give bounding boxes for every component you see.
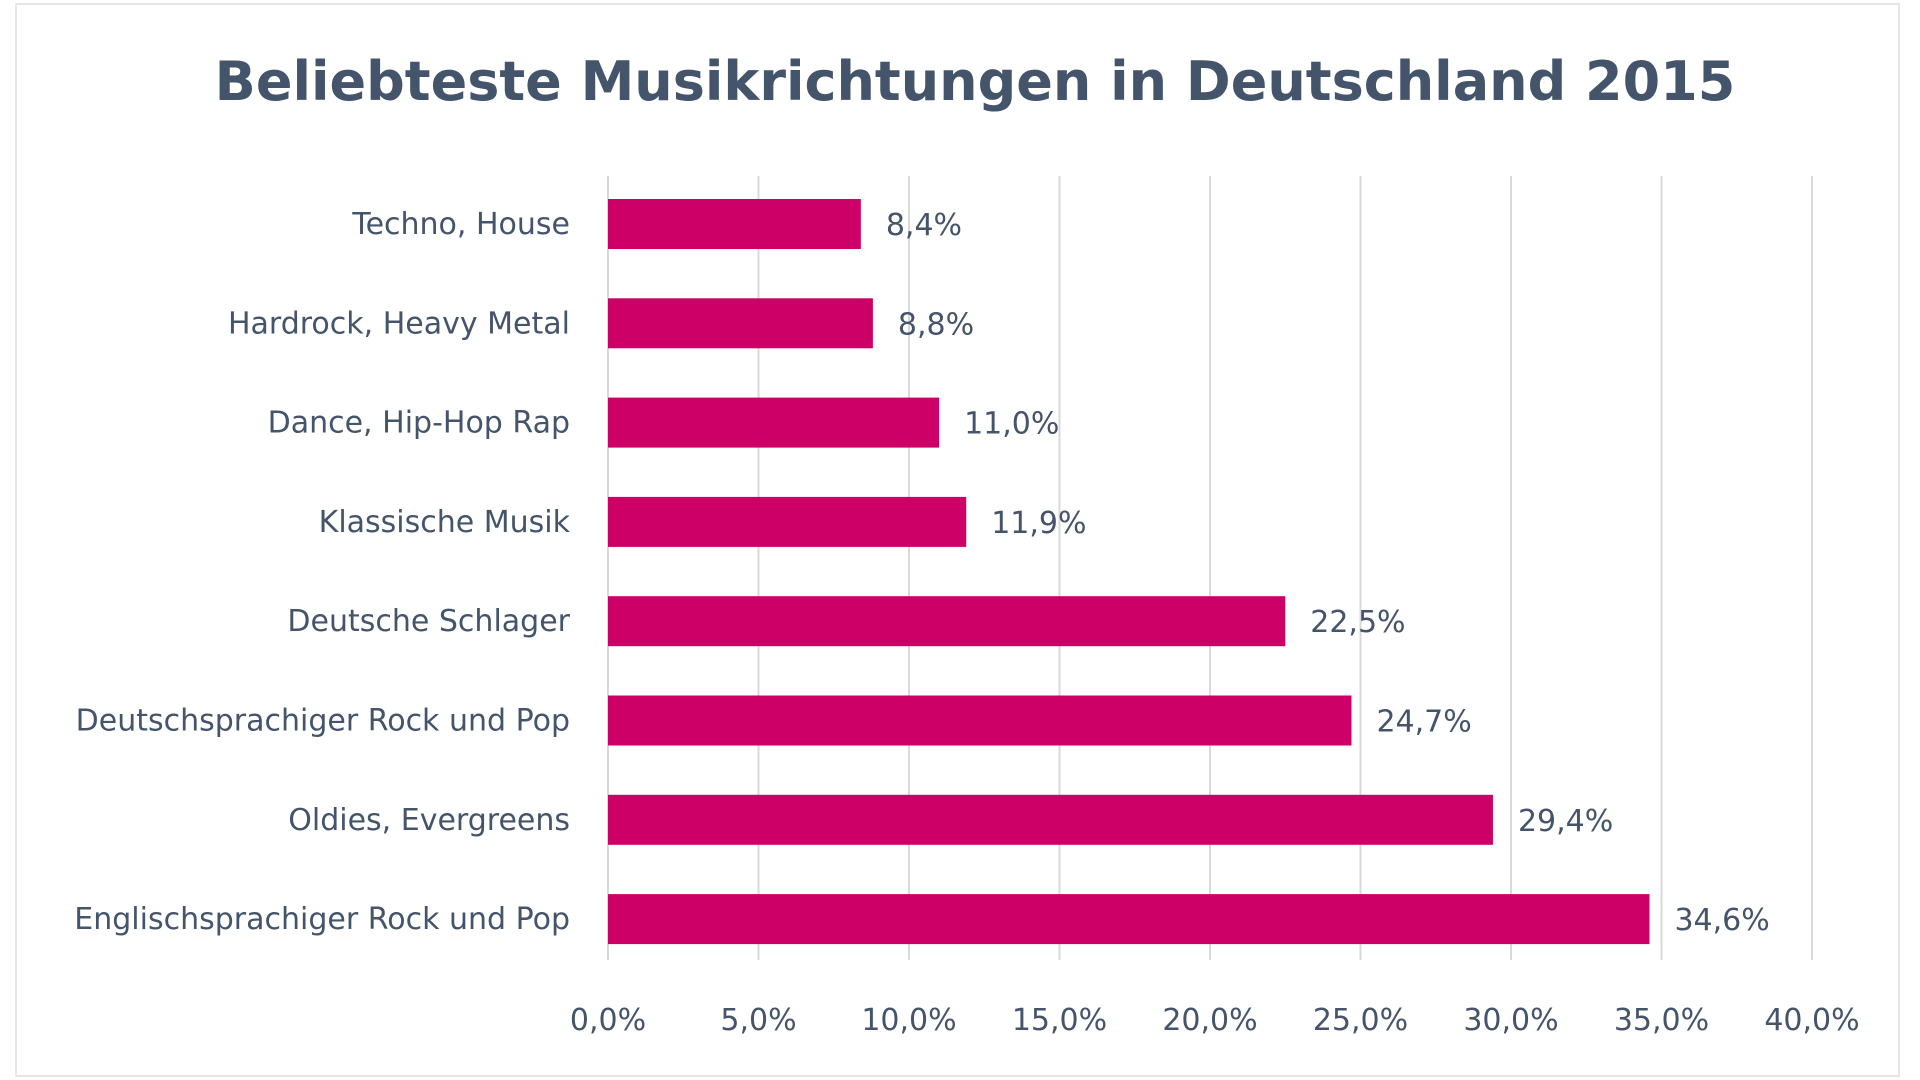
category-labels: Techno, House Hardrock, Heavy Metal Dance,…	[74, 207, 570, 937]
bar	[608, 397, 940, 448]
x-tick-label: 20,0%	[1162, 1003, 1257, 1038]
bar	[608, 695, 1352, 746]
category-label: Englischsprachiger Rock und Pop	[74, 902, 570, 937]
bar	[608, 596, 1286, 647]
bars	[608, 199, 1650, 945]
data-label: 8,8%	[898, 307, 974, 342]
bar	[608, 199, 861, 249]
category-label: Klassische Musik	[319, 505, 571, 540]
data-label: 22,5%	[1310, 605, 1405, 640]
data-label: 11,9%	[991, 506, 1086, 541]
x-tick-label: 15,0%	[1012, 1003, 1107, 1038]
value-labels: 8,4% 8,8% 11,0% 11,9% 22,5% 24,7% 29,4% 34,6%	[886, 208, 1770, 938]
data-label: 11,0%	[964, 407, 1059, 442]
bar	[608, 894, 1650, 945]
category-label: Techno, House	[351, 207, 570, 242]
category-label: Deutsche Schlager	[287, 604, 570, 639]
data-label: 24,7%	[1376, 705, 1471, 740]
category-label: Deutschsprachiger Rock und Pop	[76, 704, 570, 739]
x-tick-label: 10,0%	[861, 1003, 956, 1038]
x-tick-label: 30,0%	[1463, 1003, 1558, 1038]
x-tick-label: 0,0%	[570, 1003, 646, 1038]
chart-title: Beliebteste Musikrichtungen in Deutschla…	[215, 50, 1736, 113]
bar	[608, 496, 967, 547]
category-label: Dance, Hip-Hop Rap	[268, 406, 570, 441]
x-axis-tick-labels: 0,0% 5,0% 10,0% 15,0% 20,0% 25,0% 30,0% 35,0% 40…	[570, 1003, 1860, 1038]
x-tick-label: 40,0%	[1764, 1003, 1859, 1038]
x-tick-label: 35,0%	[1614, 1003, 1709, 1038]
data-label: 34,6%	[1674, 903, 1769, 938]
bar	[608, 794, 1493, 845]
data-label: 8,4%	[886, 208, 962, 243]
bar	[608, 298, 873, 349]
data-label: 29,4%	[1518, 804, 1613, 839]
category-label: Oldies, Evergreens	[288, 803, 570, 838]
category-label: Hardrock, Heavy Metal	[228, 306, 570, 341]
x-tick-label: 25,0%	[1313, 1003, 1408, 1038]
x-tick-label: 5,0%	[720, 1003, 796, 1038]
